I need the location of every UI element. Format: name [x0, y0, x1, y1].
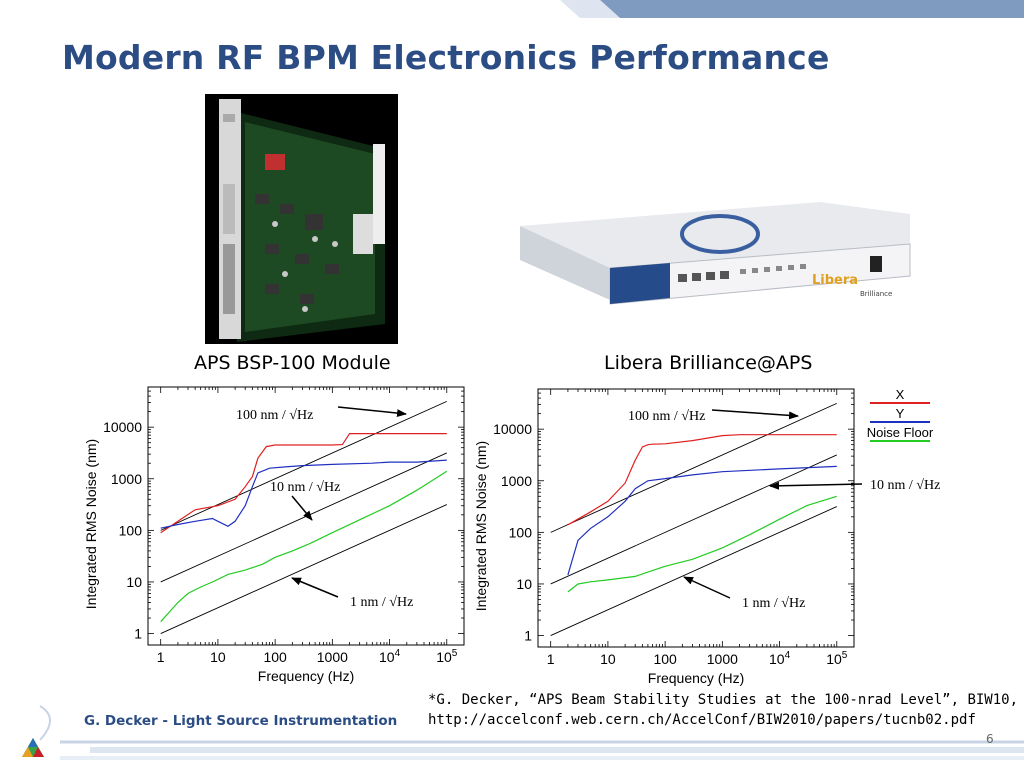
chart-2: 1 10 100 1000 104 105 1 10 100 1000 10000 Frequency…	[473, 386, 944, 686]
x-tick-label: 104	[379, 648, 401, 665]
libera-brilliance-photo: Libera Brilliance	[520, 202, 911, 305]
legend-label: X	[896, 387, 905, 402]
libera-model-text: Brilliance	[860, 290, 892, 298]
x-axis-label: Frequency (Hz)	[258, 668, 354, 684]
legend-label: Y	[896, 406, 905, 421]
y-tick-label: 10	[126, 574, 142, 590]
x-tick-label: 1000	[707, 651, 738, 667]
annotation-arrow	[683, 576, 731, 599]
annotation-arrow	[769, 481, 863, 490]
x-tick-label: 1000	[317, 649, 348, 665]
y-tick-label: 1	[524, 628, 532, 644]
reference-line-3	[160, 504, 447, 634]
reference-line-1: *G. Decker, “APS Beam Stability Studies …	[428, 692, 1019, 708]
y-tick-label: 100	[509, 524, 533, 540]
y-tick-label: 1000	[111, 471, 142, 487]
caption-libera: Libera Brilliance@APS	[604, 352, 813, 374]
legend-label: Noise Floor	[867, 425, 934, 440]
page-number: 6	[986, 732, 994, 746]
x-tick-label: 100	[653, 651, 677, 667]
x-tick-label: 10	[210, 649, 226, 665]
series-line-1	[160, 433, 447, 534]
annotation-label: 100 nm / √Hz	[236, 408, 313, 423]
x-tick-label: 1	[547, 651, 555, 667]
plot-frame	[537, 388, 855, 648]
x-tick-label: 1	[157, 649, 165, 665]
top-decor-bar	[560, 0, 1024, 18]
y-tick-label: 100	[119, 522, 143, 538]
annotation-arrow	[291, 495, 313, 521]
slide-title: Modern RF BPM Electronics Performance	[62, 38, 830, 77]
libera-brand-text: Libera	[812, 273, 858, 288]
y-axis-label: Integrated RMS Noise (nm)	[83, 439, 99, 609]
chart-1: 1 10 100 1000 104 105 1 10 100 1000 10000 Frequency…	[83, 386, 465, 684]
x-tick-label: 104	[769, 650, 791, 667]
reference-line-3	[550, 506, 837, 636]
legend-box	[858, 386, 944, 448]
y-tick-label: 10000	[103, 419, 142, 435]
annotation-arrow	[291, 577, 339, 598]
caption-bsp100: APS BSP-100 Module	[194, 352, 391, 374]
plot-frame	[147, 386, 465, 646]
annotation-arrow	[711, 409, 799, 420]
reference-line-2	[160, 452, 447, 583]
y-tick-label: 10000	[493, 421, 532, 437]
reference-line-1	[550, 402, 837, 533]
x-tick-label: 105	[826, 650, 848, 667]
annotation-label: 10 nm / √Hz	[870, 478, 940, 493]
y-axis-label: Integrated RMS Noise (nm)	[473, 441, 489, 611]
series-line-3	[567, 495, 837, 593]
reference-line-2	[550, 454, 837, 585]
annotation-label: 100 nm / √Hz	[628, 409, 705, 424]
lab-logo	[22, 738, 44, 757]
x-tick-label: 10	[600, 651, 616, 667]
series-line-1	[567, 434, 837, 526]
series-line-2	[567, 465, 837, 576]
x-tick-label: 105	[436, 648, 458, 665]
annotation-label: 1 nm / √Hz	[742, 596, 805, 611]
x-tick-label: 100	[263, 649, 287, 665]
series-line-2	[160, 459, 447, 529]
annotation-label: 1 nm / √Hz	[350, 595, 413, 610]
bsp100-module-photo	[205, 94, 398, 344]
y-tick-label: 1	[134, 626, 142, 642]
reference-citation: *G. Decker, “APS Beam Stability Studies …	[428, 690, 1018, 730]
y-tick-label: 10	[516, 576, 532, 592]
charts-canvas: 1 10 100 1000 104 105 1 10 100 1000 10000 Frequency…	[83, 386, 944, 686]
reference-line-2: http://accelconf.web.cern.ch/AccelConf/B…	[428, 712, 976, 728]
annotation-label: 10 nm / √Hz	[270, 480, 340, 495]
x-axis-label: Frequency (Hz)	[648, 670, 744, 686]
y-tick-label: 1000	[501, 473, 532, 489]
footer-author: G. Decker - Light Source Instrumentation	[84, 713, 398, 729]
series-line-3	[160, 470, 448, 623]
annotation-arrow	[337, 406, 407, 418]
chart-legend: XY Noise Floor	[858, 386, 944, 448]
